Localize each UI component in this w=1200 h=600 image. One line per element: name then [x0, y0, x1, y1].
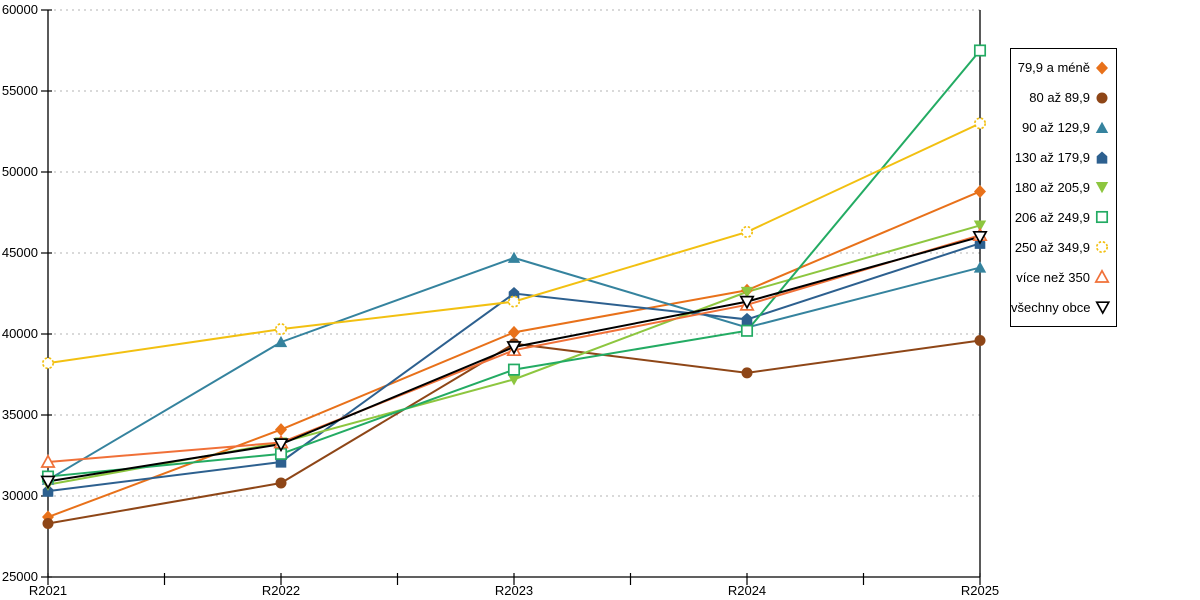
y-axis-tick-label: 55000: [2, 83, 38, 98]
circle-icon: [1095, 241, 1109, 254]
legend-item: více než 350: [1011, 263, 1116, 291]
square-icon: [1095, 211, 1109, 224]
legend-label: 250 až 349,9: [1014, 239, 1090, 255]
circle-icon: [1095, 241, 1109, 254]
y-axis-tick-label: 35000: [2, 407, 38, 422]
legend-item: všechny obce: [1011, 293, 1116, 321]
pentagon-icon: [741, 312, 753, 326]
square-icon: [973, 44, 987, 57]
x-axis-tick-label: R2025: [961, 583, 999, 598]
legend-item: 130 až 179,9: [1011, 144, 1116, 172]
circle-icon: [974, 334, 986, 346]
diamond-icon: [1096, 61, 1108, 75]
circle-icon: [42, 518, 54, 530]
triangle-down-icon: [1095, 182, 1109, 194]
triangle-up-icon: [1095, 121, 1109, 133]
triangle-down-icon: [973, 220, 987, 232]
square-icon: [507, 363, 521, 376]
triangle-up-icon: [1095, 121, 1109, 133]
legend-item: 80 až 89,9: [1011, 84, 1116, 112]
square-icon: [740, 324, 754, 337]
legend-label: 80 až 89,9: [1029, 90, 1090, 106]
x-axis-tick-label: R2022: [262, 583, 300, 598]
legend-label: všechny obce: [1011, 299, 1091, 315]
circle-icon: [741, 367, 753, 379]
circle-icon: [41, 357, 55, 370]
legend-item: 180 až 205,9: [1011, 173, 1116, 201]
circle-icon: [740, 225, 754, 238]
triangle-down-icon: [740, 286, 754, 299]
legend-item: 90 až 129,9: [1011, 114, 1116, 142]
triangle-down-icon: [1094, 301, 1110, 315]
circle-icon: [1096, 92, 1108, 104]
triangle-down-icon: [507, 374, 521, 386]
triangle-down-icon: [40, 475, 56, 490]
legend-label: 130 až 179,9: [1014, 150, 1090, 166]
circle-icon: [973, 117, 987, 130]
legend-item: 206 až 249,9: [1011, 203, 1116, 231]
pentagon-icon: [508, 287, 520, 300]
square-icon: [1095, 211, 1109, 224]
triangle-down-icon: [273, 438, 289, 453]
diamond-icon: [974, 184, 986, 198]
diamond-icon: [508, 325, 520, 339]
circle-icon: [275, 477, 287, 489]
triangle-down-icon: [1095, 182, 1109, 194]
y-axis-tick-label: 45000: [2, 245, 38, 260]
y-axis-tick-label: 40000: [2, 326, 38, 341]
diamond-icon: [275, 423, 287, 437]
y-axis-tick-label: 25000: [2, 569, 38, 584]
triangle-down-icon: [1094, 301, 1110, 315]
pentagon-icon: [1096, 151, 1108, 164]
circle-icon: [274, 323, 288, 336]
y-axis-tick-label: 60000: [2, 2, 38, 17]
triangle-down-icon: [739, 295, 755, 310]
triangle-up-icon: [1094, 269, 1110, 283]
y-axis-tick-label: 50000: [2, 164, 38, 179]
legend-label: 90 až 129,9: [1022, 120, 1090, 136]
legend-label: 180 až 205,9: [1014, 179, 1090, 195]
series-line-5: [47, 49, 981, 478]
circle-icon: [507, 295, 521, 308]
chart-legend: 79,9 a méně 80 až 89,9 90 až 129,9 130 až 1…: [1010, 48, 1117, 327]
triangle-up-icon: [1094, 269, 1110, 283]
triangle-down-icon: [506, 341, 522, 355]
x-axis-tick-label: R2023: [495, 583, 533, 598]
circle-icon: [1096, 92, 1108, 104]
legend-label: 79,9 a méně: [1017, 60, 1090, 76]
triangle-down-icon: [972, 230, 988, 245]
triangle-up-icon: [973, 261, 987, 273]
x-axis-tick-label: R2021: [29, 583, 67, 598]
triangle-up-icon: [274, 335, 288, 348]
diamond-icon: [1096, 61, 1108, 75]
legend-label: více než 350: [1016, 269, 1090, 285]
legend-item: 250 až 349,9: [1011, 233, 1116, 261]
triangle-up-icon: [507, 251, 521, 263]
legend-label: 206 až 249,9: [1014, 209, 1090, 225]
legend-item: 79,9 a méně: [1011, 54, 1116, 82]
x-axis-tick-label: R2024: [728, 583, 766, 598]
y-axis-tick-label: 30000: [2, 488, 38, 503]
triangle-up-icon: [40, 454, 56, 468]
pentagon-icon: [1096, 151, 1108, 164]
